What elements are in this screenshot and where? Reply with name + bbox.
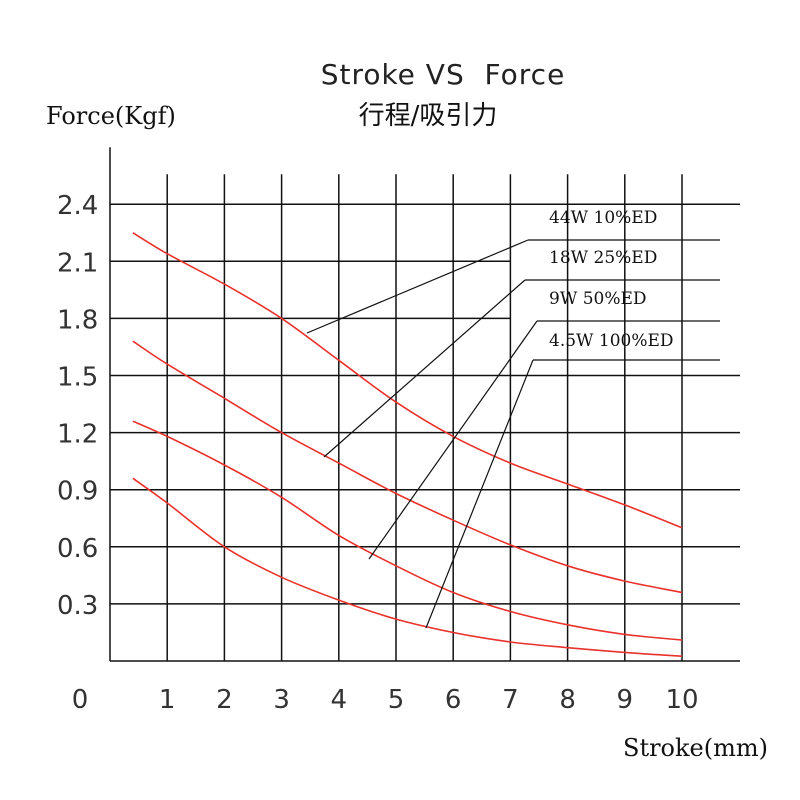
x-tick-label: 6 bbox=[445, 685, 462, 715]
series-line-3 bbox=[132, 420, 683, 641]
series-line-2 bbox=[132, 340, 683, 594]
x-axis-title: Stroke(mm) bbox=[623, 734, 768, 762]
y-tick-label: 0.3 bbox=[57, 591, 98, 621]
x-tick-label: 8 bbox=[559, 685, 576, 715]
y-tick-label: 1.2 bbox=[57, 420, 98, 450]
legend-label-1: 44W 10%ED bbox=[549, 208, 657, 228]
y-tick-label: 2.4 bbox=[57, 191, 98, 221]
legend-leader-line bbox=[425, 359, 534, 629]
x-tick-label: 5 bbox=[388, 685, 405, 715]
y-tick-label: 2.1 bbox=[57, 248, 98, 278]
legend-leaders: 44W 10%ED 18W 25%ED 9W 50%ED 4.5W 100%ED bbox=[306, 208, 720, 629]
legend-label-3: 9W 50%ED bbox=[549, 289, 647, 309]
chart-subtitle: 行程/吸引力 bbox=[359, 101, 498, 131]
legend-leader-line bbox=[306, 239, 529, 334]
legend-label-4: 4.5W 100%ED bbox=[549, 331, 674, 351]
x-tick-label: 7 bbox=[502, 685, 519, 715]
grid bbox=[109, 147, 740, 662]
x-tick-label: 3 bbox=[273, 685, 290, 715]
series-line-4 bbox=[132, 477, 683, 657]
x-tick-label: 2 bbox=[216, 685, 233, 715]
y-axis-title: Force(Kgf) bbox=[46, 102, 176, 130]
y-tick-label: 0.9 bbox=[57, 477, 98, 507]
x-tick-label: 9 bbox=[617, 685, 634, 715]
x-tick-label: 10 bbox=[665, 685, 698, 715]
y-tick-label: 1.8 bbox=[57, 305, 98, 335]
y-tick-label: 1.5 bbox=[57, 363, 98, 393]
x-tick-label: 4 bbox=[331, 685, 348, 715]
series-line-1 bbox=[132, 232, 683, 529]
tick-labels: 0 1 2 3 4 5 6 7 8 9 10 0.3 0.6 0.9 1.2 1.5 1.8 2.1 2.4 bbox=[57, 191, 699, 715]
curves bbox=[132, 232, 683, 657]
y-tick-label: 0.6 bbox=[57, 534, 98, 564]
x-tick-label: 1 bbox=[159, 685, 176, 715]
x-tick-label: 0 bbox=[72, 685, 89, 715]
legend-label-2: 18W 25%ED bbox=[549, 248, 657, 268]
legend-leader-line bbox=[368, 320, 538, 560]
legend-leader-line bbox=[323, 279, 526, 458]
chart-title: Stroke VS Force bbox=[321, 58, 566, 91]
